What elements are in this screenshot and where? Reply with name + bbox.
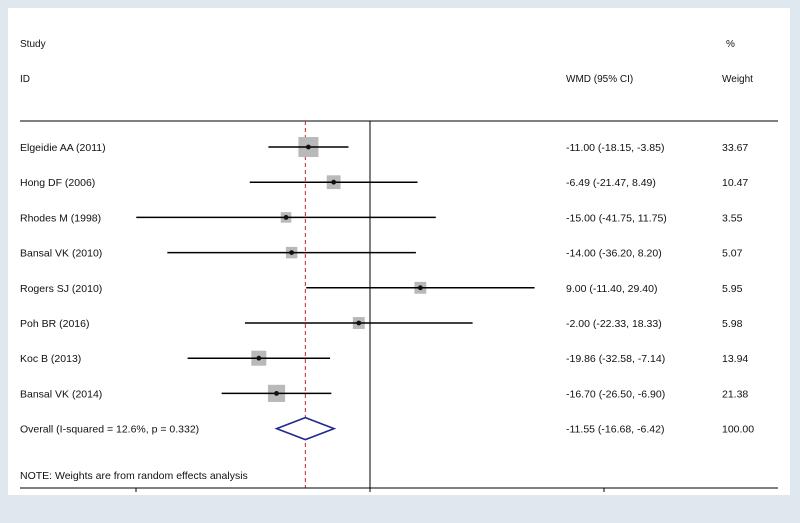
study-row: Koc B (2013) -19.86 (-32.58, -7.14) 13.94 — [20, 350, 748, 366]
study-effect-ci: -2.00 (-22.33, 18.33) — [566, 318, 662, 330]
header-weight-percent-label: % — [726, 39, 735, 50]
study-point-estimate — [331, 179, 337, 185]
study-weight: 5.98 — [722, 318, 743, 330]
study-rows: Elgeidie AA (2011) -11.00 (-18.15, -3.85)… — [20, 137, 754, 441]
study-row: Rogers SJ (2010) 9.00 (-11.40, 29.40) 5.95 — [20, 281, 743, 295]
study-weight: 3.55 — [722, 212, 743, 224]
header-id-label: ID — [20, 74, 30, 85]
header-effect-label: WMD (95% CI) — [566, 74, 633, 85]
study-row: Bansal VK (2014) -16.70 (-26.50, -6.90) 21… — [20, 384, 748, 402]
study-row: Elgeidie AA (2011) -11.00 (-18.15, -3.85)… — [20, 137, 748, 157]
study-row: Rhodes M (1998) -15.00 (-41.75, 11.75) 3.5… — [20, 212, 743, 224]
overall-row: Overall (I-squared = 12.6%, p = 0.332) -1… — [20, 416, 754, 441]
study-name: Bansal VK (2014) — [20, 388, 102, 400]
study-name: Elgeidie AA (2011) — [20, 142, 106, 154]
study-row: Poh BR (2016) -2.00 (-22.33, 18.33) 5.98 — [20, 317, 743, 330]
study-weight: 5.07 — [722, 248, 743, 260]
x-axis-ticks: -41.8041.8 — [135, 488, 605, 492]
study-effect-ci: -14.00 (-36.20, 8.20) — [566, 248, 662, 260]
overall-diamond — [274, 416, 337, 441]
study-effect-ci: -19.86 (-32.58, -7.14) — [566, 353, 665, 365]
study-weight: 5.95 — [722, 283, 743, 295]
study-point-estimate — [289, 250, 295, 256]
study-effect-ci: -6.49 (-21.47, 8.49) — [566, 177, 656, 189]
study-effect-ci: 9.00 (-11.40, 29.40) — [566, 283, 657, 295]
study-point-estimate — [356, 320, 362, 326]
study-point-estimate — [417, 285, 423, 291]
study-point-estimate — [274, 391, 279, 396]
forest-plot: Study ID WMD (95% CI) % Weight Elgeidie … — [20, 39, 778, 492]
study-point-estimate — [256, 355, 262, 361]
study-weight: 10.47 — [722, 177, 748, 189]
forest-plot-frame: Study ID WMD (95% CI) % Weight Elgeidie … — [8, 8, 790, 495]
study-effect-ci: -11.00 (-18.15, -3.85) — [566, 142, 664, 154]
study-point-estimate — [306, 144, 311, 150]
study-effect-ci: -15.00 (-41.75, 11.75) — [566, 212, 667, 224]
study-row: Hong DF (2006) -6.49 (-21.47, 8.49) 10.47 — [20, 175, 748, 189]
study-row: Bansal VK (2010) -14.00 (-36.20, 8.20) 5.0… — [20, 246, 743, 260]
overall-effect-ci: -11.55 (-16.68, -6.42) — [566, 424, 664, 436]
study-weight: 33.67 — [722, 142, 748, 154]
study-name: Rhodes M (1998) — [20, 212, 101, 224]
overall-label: Overall (I-squared = 12.6%, p = 0.332) — [20, 424, 199, 436]
study-name: Bansal VK (2010) — [20, 248, 102, 260]
study-name: Koc B (2013) — [20, 353, 81, 365]
header-weight-label: Weight — [722, 74, 753, 85]
footnote: NOTE: Weights are from random effects an… — [20, 470, 248, 482]
overall-weight: 100.00 — [722, 424, 754, 436]
study-point-estimate — [283, 215, 289, 220]
header-study-label: Study — [20, 39, 46, 50]
study-weight: 21.38 — [722, 388, 748, 400]
study-name: Poh BR (2016) — [20, 318, 89, 330]
study-name: Rogers SJ (2010) — [20, 283, 102, 295]
study-weight: 13.94 — [722, 353, 748, 365]
study-name: Hong DF (2006) — [20, 177, 95, 189]
study-effect-ci: -16.70 (-26.50, -6.90) — [566, 388, 665, 400]
